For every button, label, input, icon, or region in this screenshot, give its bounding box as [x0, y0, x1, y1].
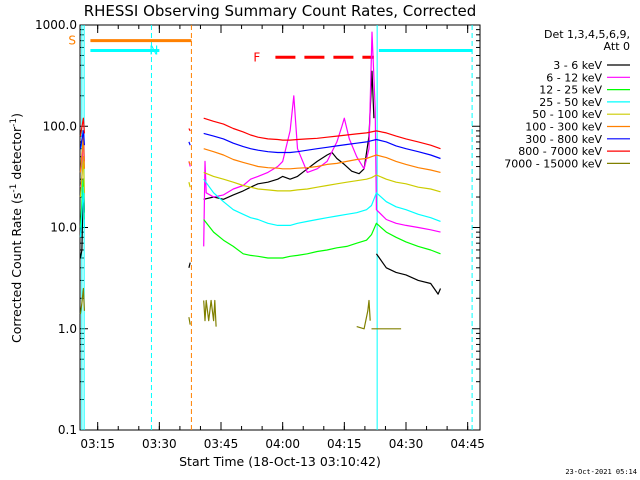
chart-title: RHESSI Observing Summary Count Rates, Co…	[84, 2, 477, 20]
flag-label: S	[68, 34, 76, 48]
series-line	[203, 31, 441, 247]
series-line	[356, 299, 371, 330]
y-axis: 0.1 1.0 10.0 100.0 1000.0	[35, 18, 480, 437]
series-line	[79, 117, 85, 137]
flag-label: N	[149, 43, 158, 57]
x-axis: 03:15 03:30 03:45 04:00 04:15 04:30 04:45	[80, 25, 485, 451]
legend-header-detectors: Det 1,3,4,5,6,9,	[544, 28, 630, 41]
series-line	[79, 156, 85, 198]
x-axis-label: Start Time (18-Oct-13 03:10:42)	[179, 454, 381, 469]
legend-label: 300 - 800 keV	[525, 133, 602, 146]
y-axis-label-mid: detector	[9, 126, 24, 184]
y-tick-label: 10.0	[50, 221, 77, 235]
y-axis-label-end: )	[9, 113, 24, 118]
series-line	[203, 70, 375, 200]
y-axis-label-sup-2: -1	[9, 118, 19, 127]
x-tick-label: 03:15	[80, 437, 115, 451]
footer-timestamp: 23-Oct-2021 05:14	[565, 468, 637, 476]
y-axis-label-main: Corrected Count Rate (s	[9, 193, 24, 343]
legend-label: 7000 - 15000 keV	[504, 157, 602, 170]
series-line	[188, 182, 191, 188]
legend-label: 800 - 7000 keV	[518, 145, 602, 158]
y-axis-label-sup-1: -1	[9, 184, 19, 193]
legend-label: 3 - 6 keV	[553, 59, 602, 72]
y-axis-label: Corrected Count Rate (s-1 detector-1)	[9, 113, 24, 343]
legend-label: 100 - 300 keV	[525, 121, 602, 134]
series-line	[188, 317, 191, 325]
y-tick-label: 100.0	[43, 119, 77, 133]
x-tick-label: 04:45	[450, 437, 485, 451]
series-line	[79, 130, 85, 149]
y-tick-label: 1.0	[58, 322, 77, 336]
series-lines	[79, 31, 442, 330]
y-tick-label: 0.1	[58, 423, 77, 437]
series-line	[203, 178, 441, 226]
series-line	[188, 128, 191, 132]
series-line	[188, 262, 191, 268]
series-line	[79, 186, 85, 238]
flag-label: F	[253, 50, 260, 64]
series-line	[203, 219, 441, 259]
x-tick-label: 04:00	[265, 437, 300, 451]
x-tick-label: 04:30	[389, 437, 424, 451]
legend-label: 6 - 12 keV	[546, 71, 602, 84]
x-tick-label: 03:30	[142, 437, 177, 451]
series-line	[203, 148, 441, 173]
y-tick-label: 1000.0	[35, 18, 77, 32]
series-line	[188, 141, 191, 146]
legend-label: 12 - 25 keV	[539, 84, 602, 97]
series-line	[203, 171, 441, 193]
series-line	[203, 132, 441, 160]
flag-bars: S N F	[68, 34, 473, 64]
series-line	[203, 299, 217, 327]
vertical-markers	[81, 25, 473, 430]
series-line	[79, 287, 85, 315]
legend-header-attenuator: Att 0	[604, 40, 630, 53]
legend-label: 25 - 50 keV	[539, 96, 602, 109]
x-tick-label: 03:45	[204, 437, 239, 451]
legend-label: 50 - 100 keV	[532, 108, 602, 121]
series-line	[188, 161, 191, 165]
x-tick-label: 04:15	[327, 437, 362, 451]
series-line	[203, 117, 441, 150]
series-line	[375, 253, 442, 295]
